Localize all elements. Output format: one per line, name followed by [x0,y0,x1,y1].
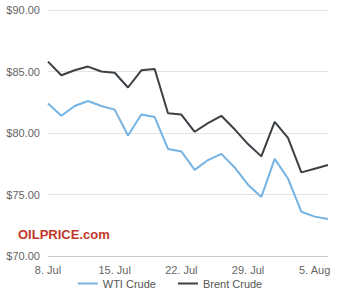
svg-text:29. Jul: 29. Jul [232,264,264,276]
svg-text:$70.00: $70.00 [6,250,40,262]
svg-text:$75.00: $75.00 [6,189,40,201]
svg-text:15. Jul: 15. Jul [98,264,130,276]
svg-text:5. Aug: 5. Aug [299,264,330,276]
svg-text:Brent Crude: Brent Crude [203,278,262,290]
svg-text:WTI Crude: WTI Crude [103,278,156,290]
svg-text:OILPRICE.com: OILPRICE.com [18,227,110,242]
svg-text:$85.00: $85.00 [6,66,40,78]
svg-text:$90.00: $90.00 [6,4,40,16]
svg-text:8. Jul: 8. Jul [35,264,61,276]
svg-text:22. Jul: 22. Jul [165,264,197,276]
svg-text:$80.00: $80.00 [6,127,40,139]
